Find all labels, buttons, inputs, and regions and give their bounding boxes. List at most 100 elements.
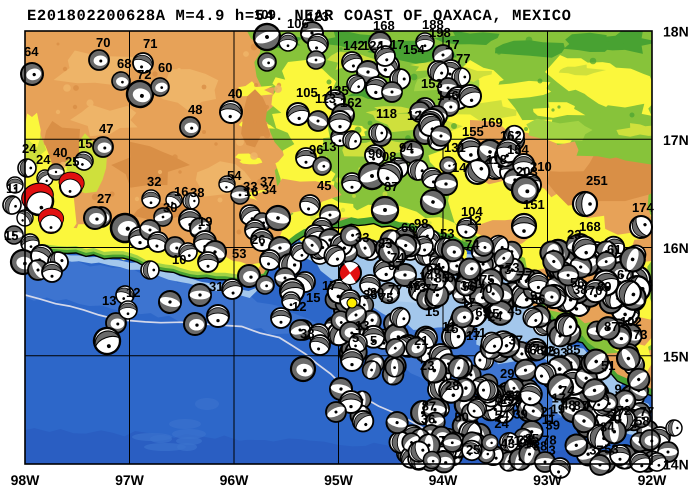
svg-text:77: 77 [388,282,402,297]
svg-text:162: 162 [340,95,362,110]
svg-text:87: 87 [384,179,398,194]
svg-text:17: 17 [461,295,475,310]
svg-text:198: 198 [429,25,451,40]
svg-text:46: 46 [406,278,420,293]
svg-text:24: 24 [494,416,509,431]
svg-text:15: 15 [4,228,18,243]
svg-text:61: 61 [607,242,621,257]
svg-text:87: 87 [495,390,509,405]
svg-text:58: 58 [635,414,649,429]
svg-text:21: 21 [414,333,428,348]
svg-text:64: 64 [24,44,39,59]
svg-text:90: 90 [368,146,382,161]
svg-text:123: 123 [307,9,329,24]
svg-text:7: 7 [590,398,597,413]
svg-text:151: 151 [523,197,545,212]
svg-text:96: 96 [309,142,323,157]
svg-text:25: 25 [505,388,519,403]
svg-text:36: 36 [421,411,435,426]
svg-text:203: 203 [516,164,538,179]
svg-text:92W: 92W [638,472,668,488]
svg-text:88: 88 [533,438,547,453]
svg-text:85: 85 [525,431,539,446]
svg-text:54: 54 [495,407,510,422]
svg-text:118: 118 [486,152,507,167]
svg-text:89: 89 [597,279,611,294]
svg-text:77: 77 [640,404,654,419]
svg-text:50: 50 [454,410,468,425]
svg-text:26: 26 [251,232,265,247]
svg-text:60: 60 [158,60,172,75]
svg-text:74: 74 [465,237,480,252]
svg-text:33: 33 [355,230,369,245]
svg-text:72: 72 [617,403,631,418]
svg-text:4: 4 [630,416,638,431]
svg-text:87: 87 [604,319,618,334]
svg-text:3: 3 [549,443,556,458]
svg-text:96W: 96W [220,472,250,488]
svg-text:48: 48 [188,102,202,117]
svg-text:65: 65 [529,342,543,357]
svg-text:30: 30 [163,200,177,215]
svg-text:70: 70 [96,35,110,50]
svg-text:153: 153 [421,76,443,91]
svg-text:11: 11 [442,319,456,334]
svg-text:15: 15 [306,290,320,305]
svg-text:169: 169 [481,115,503,130]
svg-text:84: 84 [600,419,615,434]
svg-text:72: 72 [506,388,520,403]
svg-text:12: 12 [126,285,140,300]
svg-text:24: 24 [517,433,532,448]
svg-text:73: 73 [412,280,426,295]
svg-text:17N: 17N [663,132,689,148]
svg-text:4: 4 [434,260,442,275]
svg-text:33: 33 [243,179,257,194]
svg-text:47: 47 [99,121,113,136]
svg-text:19: 19 [551,402,565,417]
svg-text:124: 124 [362,38,384,53]
svg-text:106: 106 [287,16,309,31]
svg-text:105: 105 [296,85,318,100]
svg-text:98: 98 [414,216,428,231]
svg-text:188: 188 [422,17,444,32]
svg-text:5: 5 [370,333,377,348]
svg-text:37: 37 [260,174,274,189]
svg-text:38: 38 [300,326,314,341]
svg-text:75: 75 [480,272,494,287]
svg-text:98W: 98W [11,472,41,488]
svg-text:20: 20 [606,411,620,426]
svg-text:17: 17 [322,278,336,293]
svg-text:113: 113 [315,91,336,106]
svg-text:12: 12 [292,299,306,314]
svg-text:97W: 97W [115,472,145,488]
svg-text:92: 92 [540,343,554,358]
svg-text:25: 25 [485,306,499,321]
svg-text:77: 77 [424,281,438,296]
svg-text:15: 15 [425,304,439,319]
svg-text:19: 19 [198,214,212,229]
svg-text:5: 5 [352,330,359,345]
svg-text:210: 210 [530,159,552,174]
svg-text:142: 142 [343,38,365,53]
svg-text:93: 93 [553,345,567,360]
svg-text:80: 80 [370,285,384,300]
svg-text:74: 74 [390,250,405,265]
svg-text:29: 29 [500,366,514,381]
svg-text:21: 21 [540,404,554,419]
svg-text:25: 25 [466,442,480,457]
svg-text:45: 45 [317,178,331,193]
svg-text:162: 162 [500,128,522,143]
svg-text:16N: 16N [663,240,689,256]
svg-text:32: 32 [147,174,161,189]
svg-text:11: 11 [473,325,487,340]
svg-text:E201802200628A M=4.9 h=54. NEA: E201802200628A M=4.9 h=54. NEAR COAST OF… [27,7,572,25]
svg-text:37: 37 [589,442,603,457]
svg-text:40: 40 [53,145,67,160]
svg-text:71: 71 [506,433,520,448]
svg-text:39: 39 [513,406,527,421]
svg-text:131: 131 [444,140,466,155]
svg-text:9: 9 [530,288,537,303]
svg-text:73: 73 [633,327,647,342]
svg-text:54: 54 [227,168,242,183]
svg-text:78: 78 [542,432,556,447]
